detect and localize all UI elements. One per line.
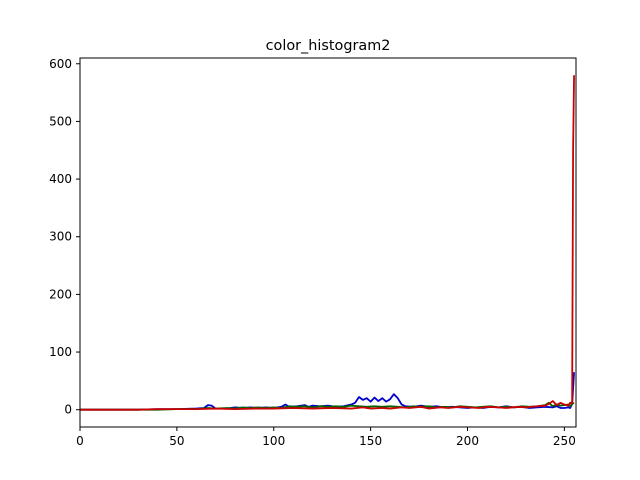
x-tick-label: 150: [359, 434, 382, 448]
x-tick-label: 100: [262, 434, 285, 448]
y-tick-label: 200: [49, 287, 72, 301]
y-tick-label: 100: [49, 345, 72, 359]
series-layer: [80, 75, 575, 411]
x-tick-label: 200: [456, 434, 479, 448]
series-line-3: [80, 75, 575, 411]
x-tick-label: 250: [553, 434, 576, 448]
y-tick-label: 500: [49, 114, 72, 128]
ticks-layer: 0 50 100 150 200 250 0 100 200 300 400 500 600: [49, 57, 576, 448]
chart-title: color_histogram2: [266, 38, 391, 54]
y-tick-label: 0: [64, 403, 72, 417]
plot-area-frame: [79, 57, 577, 428]
x-tick-label: 0: [76, 434, 84, 448]
y-tick-label: 300: [49, 230, 72, 244]
x-tick-label: 50: [169, 434, 184, 448]
y-tick-label: 400: [49, 172, 72, 186]
y-tick-label: 600: [49, 57, 72, 71]
